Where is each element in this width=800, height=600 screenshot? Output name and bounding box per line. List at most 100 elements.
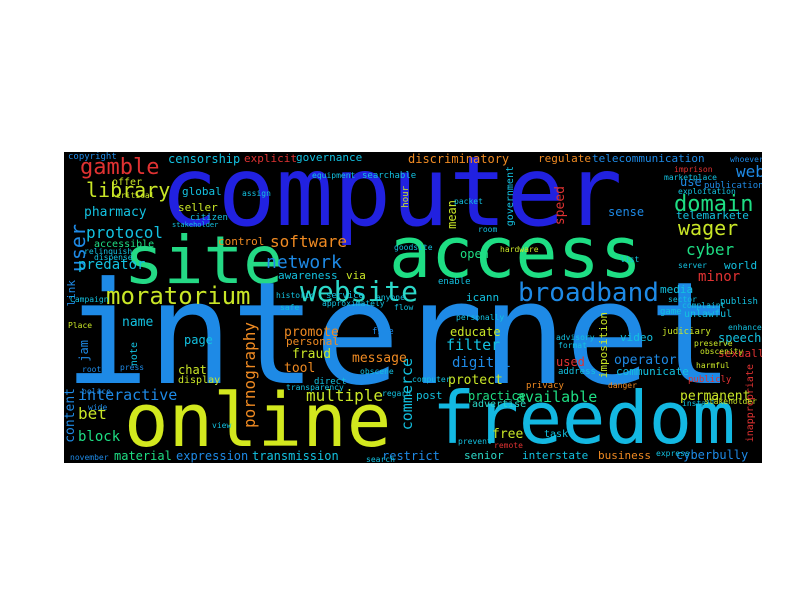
word-obscene: obscene bbox=[360, 367, 394, 376]
word-post: post bbox=[416, 389, 443, 402]
word-awareness: awareness bbox=[278, 269, 338, 282]
word-icann: icann bbox=[466, 291, 500, 304]
word-jam: jam bbox=[77, 340, 91, 362]
word-message: message bbox=[352, 351, 407, 366]
word-publication: publication bbox=[704, 181, 762, 191]
word-expression: expression bbox=[176, 449, 249, 463]
word-free: free bbox=[492, 427, 524, 442]
word-judiciary: judiciary bbox=[662, 327, 711, 337]
word-use: use bbox=[680, 175, 702, 189]
word-offer: offer bbox=[112, 177, 143, 188]
word-online: online bbox=[124, 378, 392, 463]
word-control: control bbox=[218, 235, 265, 248]
word-permanent: permanent bbox=[680, 389, 751, 404]
word-server: server bbox=[678, 261, 707, 270]
word-material: material bbox=[114, 449, 172, 463]
word-remote: remote bbox=[494, 441, 523, 450]
word-transmission: transmission bbox=[252, 449, 339, 463]
word-file: file bbox=[372, 327, 394, 337]
word-seller: seller bbox=[178, 201, 218, 214]
word-fraud: fraud bbox=[292, 347, 332, 362]
word-unlawful: unlawful bbox=[684, 309, 733, 320]
word-list: list bbox=[620, 255, 640, 264]
word-predator: predator bbox=[78, 257, 146, 273]
word-moratorium: moratorium bbox=[106, 282, 251, 310]
word-place: Place bbox=[68, 321, 93, 330]
word-governance: governance bbox=[296, 152, 363, 164]
word-protect: protect bbox=[448, 373, 503, 388]
word-accessible: accessible bbox=[94, 239, 155, 250]
word-relinquish: relinquish bbox=[84, 247, 133, 256]
word-assign: assign bbox=[242, 189, 271, 198]
word-root: root bbox=[82, 365, 102, 374]
word-educate: educate bbox=[450, 325, 501, 339]
word-harmful: harmful bbox=[696, 361, 730, 370]
word-wide: wide bbox=[88, 403, 108, 412]
word-business: business bbox=[598, 449, 651, 462]
word-bet: bet bbox=[78, 404, 107, 423]
word-telecommunication: telecommunication bbox=[592, 152, 705, 165]
word-exploitation: exploitation bbox=[678, 187, 736, 196]
word-government: government bbox=[505, 166, 516, 227]
word-name: name bbox=[122, 315, 154, 330]
word-copyright: copyright bbox=[68, 152, 117, 162]
word-marketplace: marketplace bbox=[664, 173, 717, 182]
word-campaign: Campaign bbox=[70, 295, 109, 304]
word-cyberbully: cyberbully bbox=[676, 448, 749, 462]
word-regulate: regulate bbox=[538, 152, 591, 165]
word-personally: personally bbox=[456, 313, 505, 322]
word-approximately: approximately bbox=[322, 299, 385, 308]
word-video: video bbox=[620, 331, 654, 344]
word-site: site bbox=[124, 222, 283, 299]
word-world: world bbox=[724, 259, 758, 272]
word-operator: operator bbox=[614, 353, 677, 368]
word-stakeholder: stakeholder bbox=[172, 221, 219, 229]
word-censorship: censorship bbox=[168, 152, 241, 166]
word-advisory: advisory bbox=[556, 333, 595, 342]
word-communicate: communicate bbox=[616, 365, 689, 378]
word-interstate: interstate bbox=[522, 449, 589, 462]
word-goodsite: goodsite bbox=[394, 243, 433, 252]
word-sense: sense bbox=[608, 205, 645, 219]
word-available: available bbox=[516, 388, 598, 406]
word-stakeholder-2: stakeholder bbox=[704, 397, 757, 406]
word-install: install bbox=[682, 399, 716, 408]
word-enable: enable bbox=[438, 277, 471, 287]
word-cloud: computer access site internet online fre… bbox=[64, 152, 762, 463]
word-content: content bbox=[64, 388, 78, 443]
word-equipment: equipment bbox=[312, 171, 356, 180]
word-senior: senior bbox=[464, 449, 504, 462]
word-speed: speed bbox=[553, 186, 568, 226]
word-broadband: broadband bbox=[518, 278, 659, 308]
word-transparency: transparency bbox=[286, 383, 344, 392]
word-imposition: imposition bbox=[597, 312, 610, 379]
word-searchable: searchable bbox=[362, 171, 417, 181]
word-privacy: privacy bbox=[526, 381, 564, 391]
word-november: november bbox=[70, 453, 109, 462]
word-restrict: restrict bbox=[382, 449, 440, 463]
word-interactive: interactive bbox=[78, 386, 178, 404]
word-service: service bbox=[326, 291, 364, 301]
word-internet: internet bbox=[64, 252, 734, 417]
word-multiple: multiple bbox=[306, 386, 384, 405]
word-police: police bbox=[82, 387, 111, 396]
word-game: game bbox=[660, 307, 682, 317]
word-flow: flow bbox=[394, 303, 414, 312]
word-regard: regard bbox=[382, 389, 411, 398]
word-format: format bbox=[558, 341, 587, 350]
word-personal: personal bbox=[286, 335, 339, 348]
word-preserve: preserve bbox=[694, 339, 733, 348]
word-website: website bbox=[300, 275, 419, 308]
word-pharmacy: pharmacy bbox=[84, 205, 147, 220]
word-packet: packet bbox=[454, 197, 483, 206]
word-open: open bbox=[460, 247, 489, 261]
word-hour: hour bbox=[401, 186, 411, 208]
word-publicly: publicly bbox=[688, 375, 732, 385]
word-wager: wager bbox=[678, 216, 739, 240]
word-room: room bbox=[478, 225, 498, 234]
word-display: display bbox=[178, 375, 221, 386]
word-domain: domain bbox=[674, 192, 754, 217]
word-express: express bbox=[656, 449, 690, 458]
word-obscenity: obscenity bbox=[700, 347, 744, 356]
word-minor: minor bbox=[698, 269, 741, 285]
